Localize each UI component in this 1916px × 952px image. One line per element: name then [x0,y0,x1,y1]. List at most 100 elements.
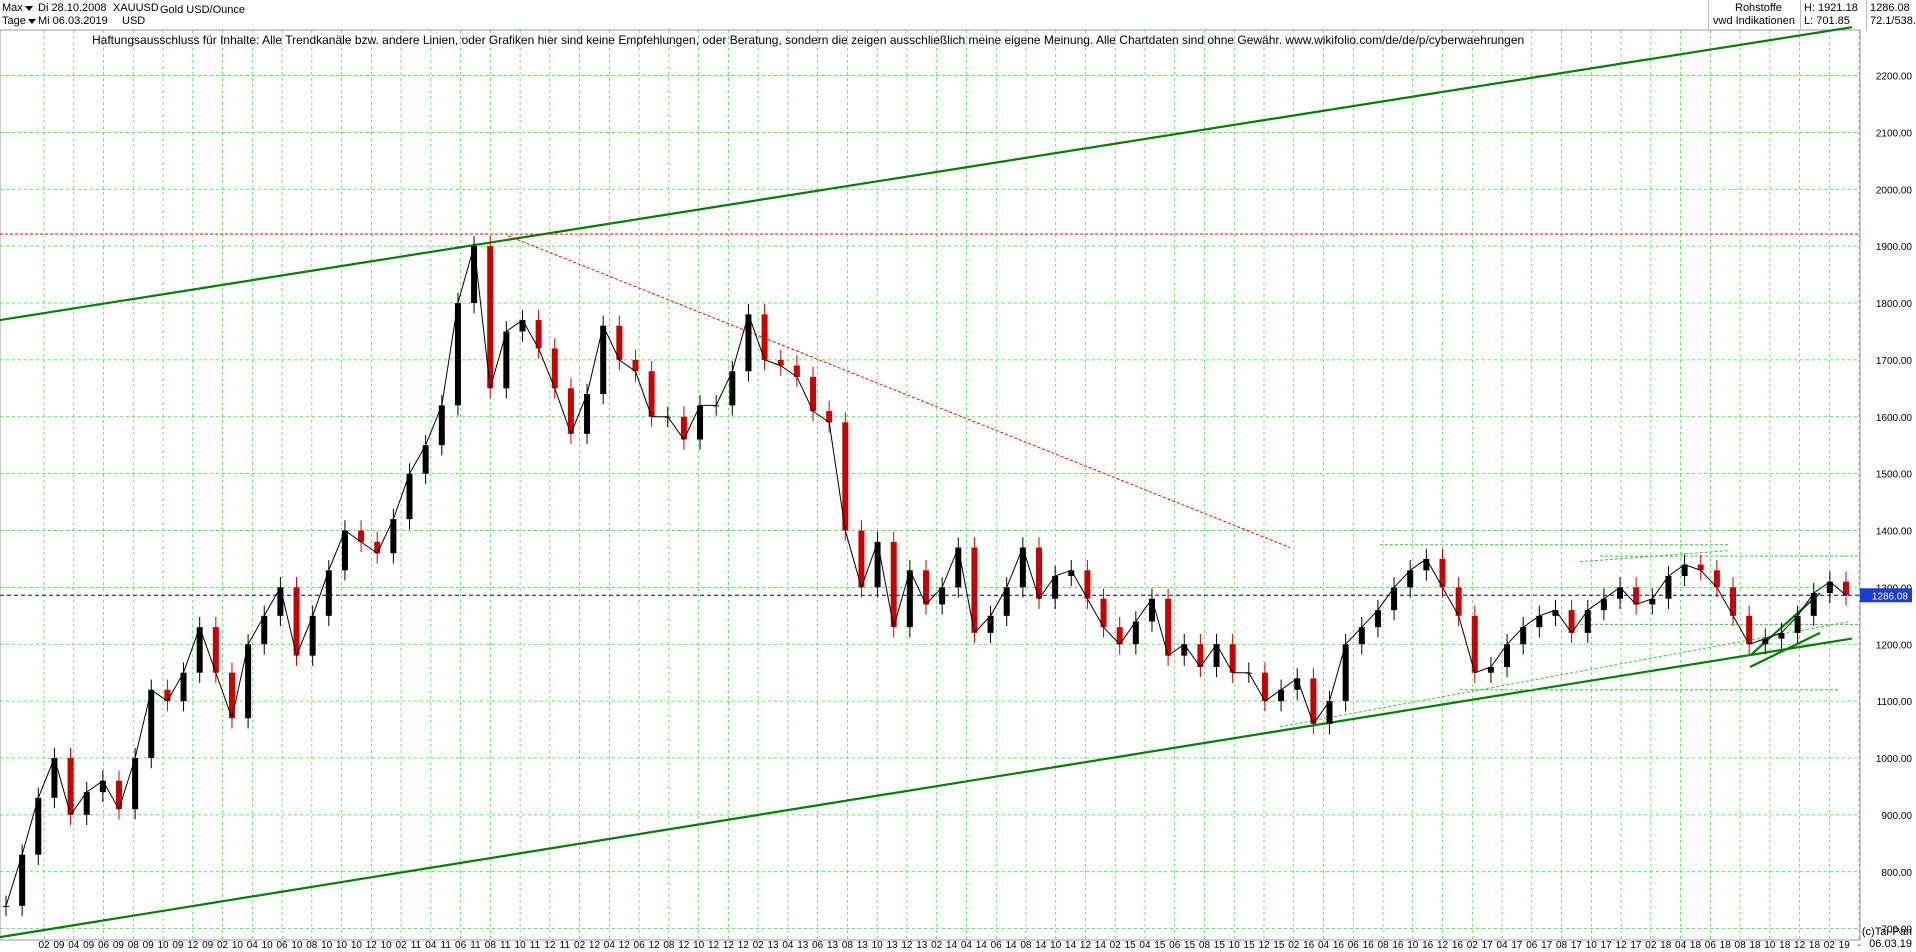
price-candle [567,388,574,434]
x-tick-label: 12 [1794,940,1806,951]
x-tick-label: 09 [53,940,65,951]
price-candle [1326,701,1333,724]
price-candle [1035,547,1042,599]
last-box: 1286.08 72.1/538.7 [1866,0,1916,30]
x-tick-label: 17 [1511,940,1523,951]
price-candle [1552,610,1559,616]
price-candle [1568,610,1575,633]
x-tick-label: 15 [1244,940,1256,951]
x-tick-label: 12 [544,940,556,951]
price-candle [729,371,736,406]
trend-line-upper-channel [0,26,1853,322]
price-candle [422,445,429,474]
x-tick-label: 09 [83,940,95,951]
x-tick-label: 17 [1571,940,1583,951]
price-candle [325,570,332,616]
price-candle [1116,627,1123,645]
x-tick-label: 09 [113,940,125,951]
price-candle [632,359,639,372]
price-candle [115,780,122,810]
price-candle [1278,689,1285,702]
x-tick-label: 08 [1020,940,1032,951]
price-candle [99,780,106,793]
x-tick-label: 10 [1229,940,1241,951]
x-tick-label: 06 [1705,940,1717,951]
x-tick-label: 10 [351,940,363,951]
x-tick-label: 12 [1258,940,1270,951]
interval-select[interactable]: Tage [2,15,36,28]
price-candle [1229,644,1236,673]
disclaimer-text: Haftungsausschluss für Inhalte: Alle Tre… [92,33,1525,47]
price-candle [648,371,655,417]
y-tick-label: 1400.00 [1876,527,1913,538]
x-tick-label: 08 [306,940,318,951]
price-candle [341,530,348,571]
price-candle [1197,644,1204,667]
x-tick-label: 12 [366,940,378,951]
x-tick-label: 12 [187,940,199,951]
price-candle [1487,667,1494,673]
price-candle [1052,576,1059,599]
hilo-box: H: 1921.18 L: 701.85 [1800,0,1867,30]
y-tick-label: 1000.00 [1876,754,1913,765]
trend-line-resistance-diagonal [507,235,1291,549]
x-tick-label: 11 [470,940,481,951]
x-tick-label: 16 [1303,940,1315,951]
price-candle [374,541,381,554]
x-tick-label: 02 [1110,940,1122,951]
x-tick-label: 04 [1318,940,1330,951]
y-tick-label: 1100.00 [1877,697,1913,708]
x-tick-label: 10 [262,940,274,951]
x-tick-label: 06 [1526,940,1538,951]
trend-line-lower-channel [0,637,1853,939]
x-tick-label: 06 [276,940,288,951]
x-tick-label: 10 [515,940,527,951]
range-select[interactable]: Max [2,2,33,15]
plot-area [0,29,1861,941]
x-tick-label: 08 [1377,940,1389,951]
x-tick-label: 15 [1154,940,1166,951]
x-tick-label: 13 [797,940,809,951]
y-tick-label: 2100.00 [1876,128,1913,139]
price-candle [1810,593,1817,616]
price-candle [1084,570,1091,599]
x-tick-label: 08 [842,940,854,951]
x-tick-label: 02 [217,940,229,951]
x-tick-label: 09 [143,940,155,951]
x-tick-label: 18 [1660,940,1672,951]
price-candle [1100,598,1107,628]
price-candle [793,365,800,377]
price-candle [1600,598,1607,611]
price-candle [180,672,187,702]
price-candle [19,854,26,906]
x-tick-label: 12 [723,940,735,951]
y-tick-label: 800.00 [1881,868,1912,879]
x-tick-label: 04 [247,940,259,951]
x-tick-label: 12 [738,940,750,951]
x-tick-label: 04 [1496,940,1508,951]
price-candle [196,627,203,673]
x-tick-label: 12 [1437,940,1449,951]
price-candle [1649,598,1656,605]
x-tick-label: 12 [648,940,660,951]
x-tick-label: 18 [1779,940,1791,951]
x-tick-label: 16 [1452,940,1464,951]
x-tick-label: 12 [678,940,690,951]
price-candle [67,758,74,815]
x-tick-label: 15 [1214,940,1226,951]
price-candle [1132,621,1139,645]
x-tick-label: 06 [1348,940,1360,951]
price-candle [987,615,994,633]
x-tick-label: 08 [128,940,140,951]
x-tick-label: 11 [530,940,541,951]
price-candle [1617,587,1624,599]
price-candle [487,246,494,389]
last-date: 06.03.19 [1869,938,1912,950]
x-tick-label: 04 [604,940,616,951]
y-tick-label: 2000.00 [1876,185,1913,196]
y-tick-label: 2200.00 [1876,72,1913,83]
x-tick-label: 08 [1735,940,1747,951]
x-tick-label: 08 [485,940,497,951]
x-tick-label: 06 [991,940,1003,951]
trend-line-support-2015 [1279,621,1851,728]
